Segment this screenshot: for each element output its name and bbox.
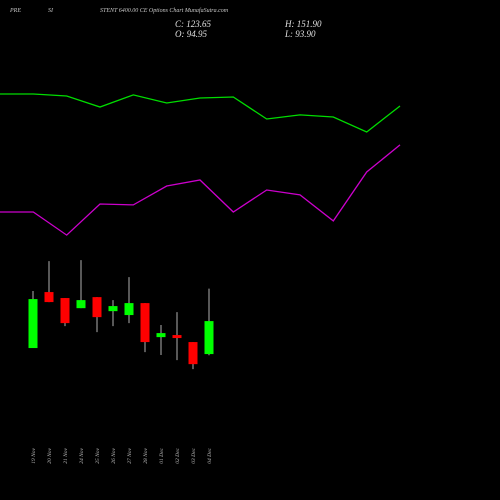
candle-body [156, 333, 166, 338]
x-tick-label: 01 Dec [159, 447, 165, 463]
x-tick-label: 26 Nov [111, 447, 117, 463]
x-tick-label: 25 Nov [95, 447, 101, 463]
title-part: STENT 6400.00 CE Options Chart MunafaSut… [100, 7, 229, 14]
x-tick-label: 27 Nov [127, 447, 133, 463]
x-tick-label: 21 Nov [63, 447, 69, 463]
candle-body [60, 298, 70, 324]
title-part: SI [48, 8, 54, 14]
open-label: O: 94.95 [175, 29, 207, 39]
candle-body [92, 297, 102, 318]
candle-body [124, 303, 134, 316]
x-tick-label: 24 Nov [78, 447, 85, 463]
candle-body [172, 335, 182, 339]
indicator-line [0, 93, 401, 133]
candle-body [108, 306, 118, 312]
x-tick-label: 20 Nov [47, 447, 53, 463]
indicator-line [0, 144, 401, 236]
x-tick-label: 02 Dec [175, 447, 181, 463]
candle-body [76, 300, 86, 309]
x-tick-label: 19 Nov [31, 447, 37, 463]
low-label: L: 93.90 [284, 29, 316, 39]
candle-body [44, 292, 54, 303]
candle-body [188, 342, 198, 365]
x-tick-label: 04 Dec [206, 447, 213, 463]
x-tick-label: 28 Nov [143, 447, 149, 463]
close-label: C: 123.65 [175, 19, 212, 29]
title-part: PRE [9, 8, 21, 14]
candle-body [204, 321, 214, 355]
candle-body [140, 303, 150, 343]
candle-body [28, 299, 38, 349]
x-tick-label: 03 Dec [191, 447, 197, 463]
high-label: H: 151.90 [284, 19, 322, 29]
